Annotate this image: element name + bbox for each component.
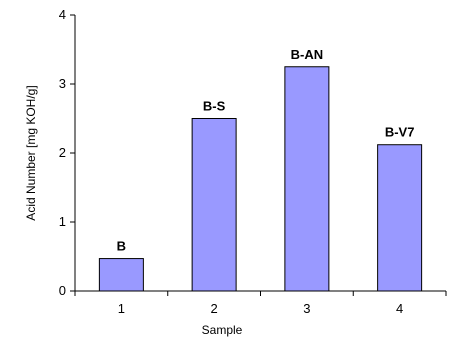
bar-1 (98, 258, 144, 292)
y-tick-label: 1 (59, 214, 66, 229)
y-axis-title: Acid Number [mg KOH/g] (24, 85, 38, 220)
data-label-4: B-V7 (385, 125, 415, 140)
bar-3 (284, 66, 330, 292)
x-tick-label: 1 (118, 301, 125, 316)
bar-4 (377, 144, 423, 292)
x-axis-title: Sample (202, 323, 243, 337)
x-tick-label: 4 (396, 301, 403, 316)
data-label-1: B (117, 239, 126, 254)
y-axis: 0 1 2 3 4 (59, 7, 76, 298)
y-tick-label: 2 (59, 145, 66, 160)
bars (98, 66, 423, 292)
data-labels: B B-S B-AN B-V7 (117, 47, 415, 254)
y-tick-label: 0 (59, 283, 66, 298)
data-label-3: B-AN (291, 47, 324, 62)
x-tick-label: 3 (303, 301, 310, 316)
bar-2 (191, 118, 237, 292)
data-label-2: B-S (203, 99, 226, 114)
y-tick-label: 4 (59, 7, 66, 22)
y-tick-label: 3 (59, 76, 66, 91)
x-axis: 1 2 3 4 (74, 290, 447, 316)
x-tick-label: 2 (211, 301, 218, 316)
